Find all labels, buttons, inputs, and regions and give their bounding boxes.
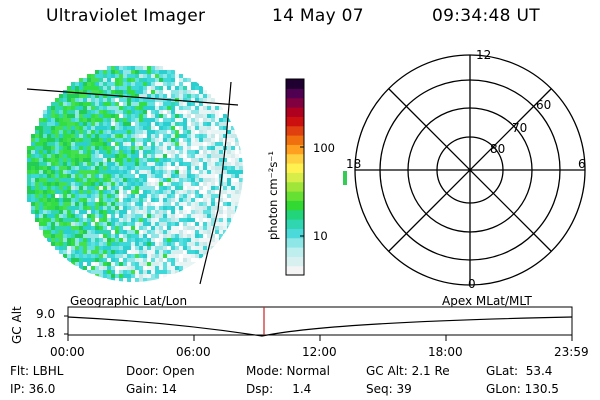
x-tick-label-06: 06:00 [176,345,211,359]
polar-auroral-patch [343,171,347,185]
colorbar-segment [286,247,304,257]
colorbar-segment [286,181,304,192]
colorbar-tick-100: 100 [313,141,335,155]
colorbar-segment [286,107,304,117]
geographic-grid-lines [26,81,239,285]
colorbar-segment [286,116,304,127]
info-door: Door: Open [126,364,195,378]
info-gc-alt: GC Alt: 2.1 Re [366,364,450,378]
info-dsp: Dsp: 1.4 [246,382,312,396]
x-tick-label-18: 18:00 [428,345,463,359]
colorbar-segment [286,219,304,229]
info-ip: IP: 36.0 [10,382,56,396]
colorbar-segment [286,153,304,164]
timeline-y-min: 1.8 [36,326,56,340]
colorbar-segment [286,200,304,211]
lat-label-60: 60 [536,98,552,112]
info-glat: GLat: 53.4 [486,364,553,378]
colorbar-segment [286,97,304,108]
mlt-label-12: 12 [476,48,492,62]
info-seq: Seq: 39 [366,382,412,396]
mlt-label-18: 18 [346,157,362,171]
info-gain: Gain: 14 [126,382,177,396]
colorbar-segment [286,237,304,248]
colorbar-segment [286,135,304,145]
timeline-y-axis-label: GC Alt [10,306,24,344]
colorbar [285,78,305,276]
uv-earth-disk-image [27,66,243,282]
mlt-label-0: 0 [468,277,476,291]
info-filter: Flt: LBHL [10,364,64,378]
colorbar-segment [286,125,304,136]
x-tick-label-00: 00:00 [50,345,85,359]
colorbar-segment [286,256,304,267]
colorbar-segment [286,209,304,220]
time-label: 09:34:48 UT [432,6,540,26]
colorbar-segment [286,191,304,201]
colorbar-segment [286,79,304,89]
instrument-title: Ultraviolet Imager [46,6,206,26]
info-mode: Mode: Normal [246,364,330,378]
colorbar-frame [285,78,305,276]
lat-label-80: 80 [490,142,506,156]
colorbar-unit-label: photon cm⁻²s⁻¹ [266,151,280,240]
colorbar-segment [286,172,304,183]
lat-label-70: 70 [512,121,528,135]
colorbar-segment [286,88,304,99]
altitude-curve [67,316,573,337]
timeline-plot [64,306,573,341]
colorbar-tick-10: 10 [313,229,328,243]
timeline-y-max: 9.0 [36,307,56,321]
colorbar-segment [286,163,304,173]
colorbar-segment [286,265,304,276]
date-label: 14 May 07 [272,6,364,26]
info-glon: GLon: 130.5 [486,382,559,396]
timeline-right-title: Apex MLat/MLT [442,294,532,308]
x-tick-label-2359: 23:59 [554,345,589,359]
colorbar-segment [286,144,304,155]
x-tick-label-12: 12:00 [302,345,337,359]
colorbar-segment [286,228,304,239]
mlt-label-6: 6 [578,157,586,171]
polar-plot [354,54,586,286]
timeline-left-title: Geographic Lat/Lon [70,294,188,308]
